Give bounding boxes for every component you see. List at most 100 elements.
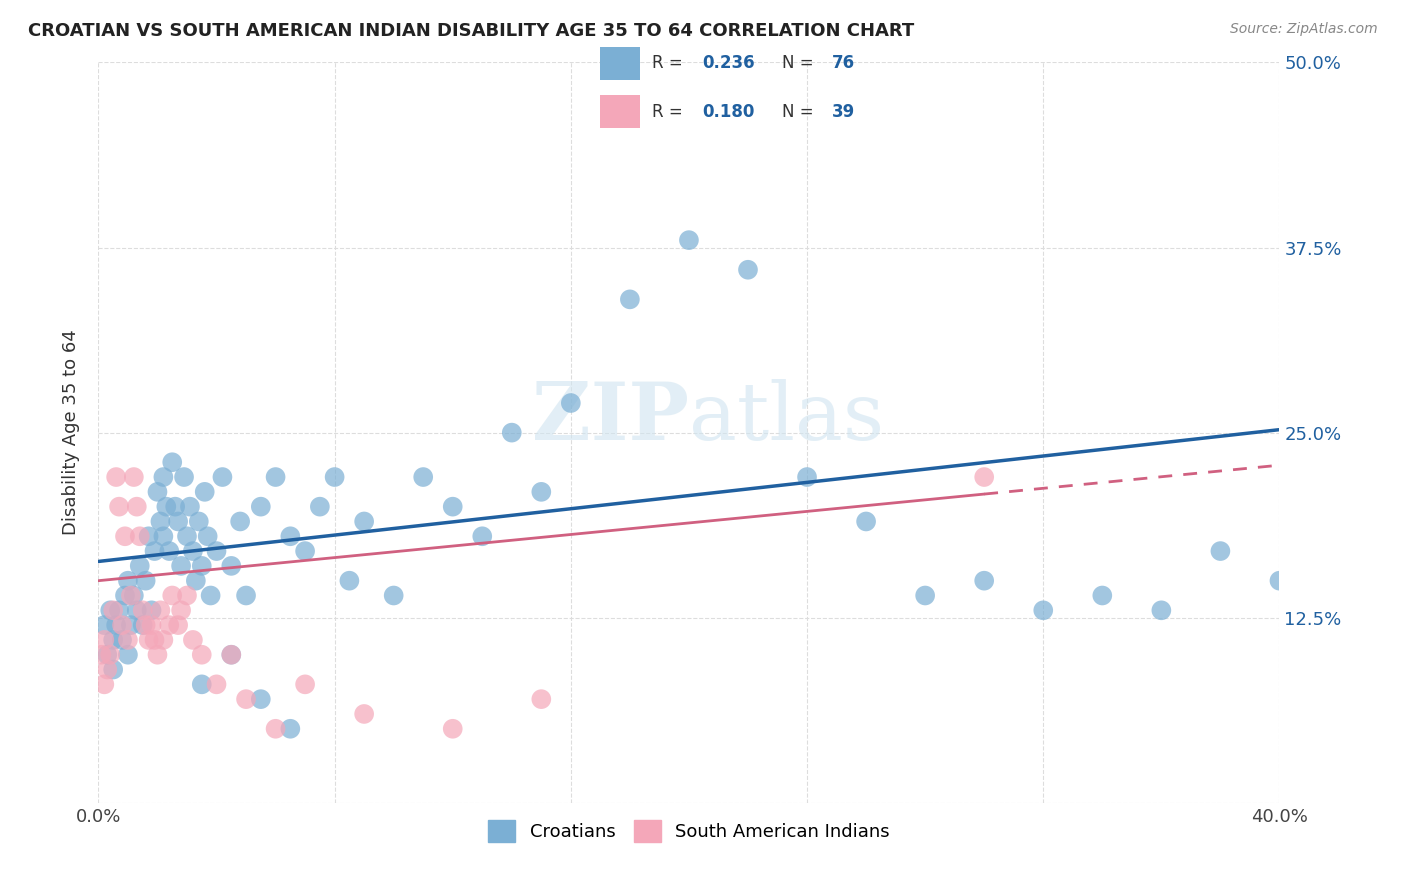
- Point: [179, 500, 201, 514]
- Text: R =: R =: [652, 103, 689, 120]
- Point: [211, 470, 233, 484]
- Point: [294, 677, 316, 691]
- Point: [114, 529, 136, 543]
- Point: [128, 558, 150, 573]
- Point: [125, 603, 148, 617]
- Point: [141, 603, 163, 617]
- Point: [200, 589, 222, 603]
- Point: [146, 648, 169, 662]
- Point: [737, 262, 759, 277]
- Point: [441, 722, 464, 736]
- Point: [143, 544, 166, 558]
- Point: [132, 603, 155, 617]
- Point: [294, 544, 316, 558]
- Point: [157, 618, 180, 632]
- Point: [146, 484, 169, 499]
- Point: [152, 632, 174, 647]
- Point: [120, 618, 142, 632]
- Point: [122, 589, 145, 603]
- Point: [93, 677, 115, 691]
- Point: [353, 515, 375, 529]
- Text: atlas: atlas: [689, 379, 884, 457]
- Point: [264, 722, 287, 736]
- Point: [221, 648, 243, 662]
- Point: [103, 632, 125, 647]
- Point: [412, 470, 434, 484]
- Point: [117, 648, 139, 662]
- Point: [221, 648, 243, 662]
- Point: [108, 603, 131, 617]
- Text: 0.180: 0.180: [702, 103, 754, 120]
- Point: [138, 529, 160, 543]
- Point: [229, 515, 252, 529]
- Point: [191, 677, 214, 691]
- Point: [353, 706, 375, 721]
- Point: [530, 484, 553, 499]
- Point: [855, 515, 877, 529]
- Point: [98, 648, 121, 662]
- Point: [796, 470, 818, 484]
- Point: [264, 470, 287, 484]
- Point: [280, 529, 302, 543]
- Point: [914, 589, 936, 603]
- Text: CROATIAN VS SOUTH AMERICAN INDIAN DISABILITY AGE 35 TO 64 CORRELATION CHART: CROATIAN VS SOUTH AMERICAN INDIAN DISABI…: [28, 22, 914, 40]
- Point: [973, 470, 995, 484]
- Text: 39: 39: [832, 103, 855, 120]
- Point: [176, 529, 198, 543]
- Point: [111, 632, 134, 647]
- Point: [170, 603, 193, 617]
- Point: [530, 692, 553, 706]
- Point: [678, 233, 700, 247]
- Point: [105, 618, 128, 632]
- Point: [187, 515, 209, 529]
- Legend: Croatians, South American Indians: Croatians, South American Indians: [481, 813, 897, 849]
- Point: [103, 663, 125, 677]
- Point: [176, 589, 198, 603]
- Point: [382, 589, 405, 603]
- Text: 76: 76: [832, 54, 855, 72]
- Point: [170, 558, 193, 573]
- Point: [162, 455, 183, 469]
- Point: [135, 618, 157, 632]
- Point: [98, 603, 121, 617]
- Point: [135, 574, 157, 588]
- Point: [194, 484, 217, 499]
- Point: [197, 529, 219, 543]
- Point: [157, 544, 180, 558]
- Point: [143, 632, 166, 647]
- Point: [235, 692, 257, 706]
- Point: [205, 544, 228, 558]
- Text: R =: R =: [652, 54, 689, 72]
- FancyBboxPatch shape: [600, 95, 640, 128]
- Point: [122, 470, 145, 484]
- Point: [184, 574, 207, 588]
- Point: [152, 470, 174, 484]
- Point: [441, 500, 464, 514]
- Point: [1091, 589, 1114, 603]
- Point: [132, 618, 155, 632]
- Point: [155, 500, 177, 514]
- Point: [973, 574, 995, 588]
- Point: [221, 558, 243, 573]
- Point: [181, 632, 204, 647]
- Y-axis label: Disability Age 35 to 64: Disability Age 35 to 64: [62, 330, 80, 535]
- Point: [152, 529, 174, 543]
- Point: [114, 589, 136, 603]
- Point: [105, 470, 128, 484]
- Point: [560, 396, 582, 410]
- Point: [108, 500, 131, 514]
- Point: [128, 529, 150, 543]
- Text: N =: N =: [782, 103, 820, 120]
- Point: [619, 293, 641, 307]
- Point: [120, 589, 142, 603]
- Point: [165, 500, 187, 514]
- Point: [250, 500, 273, 514]
- FancyBboxPatch shape: [600, 47, 640, 79]
- Point: [471, 529, 494, 543]
- Text: ZIP: ZIP: [531, 379, 689, 457]
- Point: [96, 663, 118, 677]
- Text: N =: N =: [782, 54, 820, 72]
- Point: [309, 500, 332, 514]
- Point: [93, 618, 115, 632]
- Point: [141, 618, 163, 632]
